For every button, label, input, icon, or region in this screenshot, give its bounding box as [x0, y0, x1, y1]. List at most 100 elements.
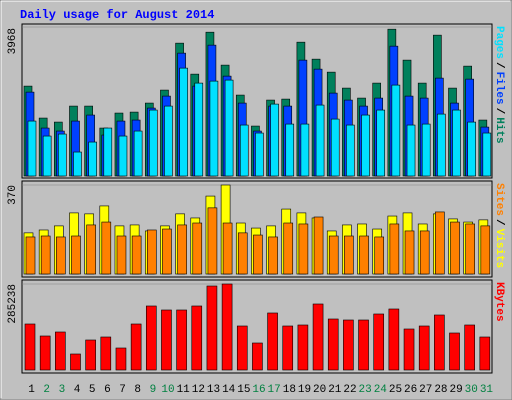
x-tick-label: 18 [283, 384, 296, 396]
bar [206, 285, 218, 371]
x-tick-label: 28 [434, 384, 447, 396]
bar [404, 230, 415, 275]
bar [421, 123, 431, 177]
bar [115, 347, 127, 371]
x-tick-label: 29 [449, 384, 462, 396]
bar [282, 325, 294, 371]
bar [315, 104, 325, 177]
bar [389, 223, 400, 275]
bar [346, 124, 355, 177]
legend-entry: KBytes [493, 282, 505, 322]
bar [237, 232, 248, 275]
bar [221, 283, 233, 371]
bar [86, 224, 96, 275]
bar [239, 124, 249, 177]
bar [118, 135, 128, 177]
bar [313, 216, 324, 275]
x-tick-label: 10 [161, 384, 174, 396]
bar [224, 79, 234, 177]
bar [194, 82, 204, 177]
bar [482, 132, 492, 177]
bar [85, 339, 96, 371]
bar [25, 236, 36, 275]
bar [130, 323, 142, 371]
bar [252, 342, 263, 371]
chart-title: Daily usage for August 2014 [20, 8, 214, 22]
bar [344, 235, 354, 275]
x-tick-label: 5 [89, 384, 96, 396]
bar [267, 312, 278, 371]
x-tick-label: 27 [419, 384, 432, 396]
bar [191, 305, 203, 371]
bar [388, 308, 400, 371]
x-tick-label: 8 [134, 384, 141, 396]
bar [464, 324, 475, 371]
x-tick-label: 19 [298, 384, 311, 396]
x-tick-label: 20 [313, 384, 326, 396]
y-tick-label: 285238 [7, 284, 19, 324]
bar [285, 123, 295, 177]
bar [312, 303, 324, 371]
legend-entry: Sites [493, 183, 505, 216]
x-tick-label: 30 [465, 384, 478, 396]
bar [253, 234, 263, 275]
bar [179, 67, 188, 177]
bar [297, 324, 309, 371]
x-tick-label: 31 [480, 384, 494, 396]
bar [283, 222, 294, 275]
bar [391, 84, 401, 177]
x-tick-label: 15 [237, 384, 250, 396]
bar [27, 120, 37, 177]
x-tick-label: 14 [222, 384, 236, 396]
x-tick-label: 2 [43, 384, 50, 396]
legend: Pages / Files / Hits [493, 26, 505, 144]
legend-separator: / [493, 108, 505, 115]
x-tick-label: 21 [328, 384, 342, 396]
bar [361, 114, 370, 177]
bar [435, 211, 445, 275]
bar [55, 331, 66, 371]
bar [418, 325, 430, 371]
legend-entry: Hits [493, 117, 505, 143]
bar [376, 109, 386, 177]
x-tick-label: 7 [119, 384, 126, 396]
x-tick-label: 13 [207, 384, 220, 396]
bar [419, 230, 430, 275]
y-tick-label: 3968 [7, 28, 19, 54]
bar [374, 236, 385, 275]
bar [437, 113, 446, 177]
bar [465, 223, 475, 275]
x-tick-label: 17 [268, 384, 281, 396]
bar [236, 325, 248, 371]
bar [145, 305, 157, 371]
bar [148, 109, 158, 177]
x-tick-label: 9 [150, 384, 157, 396]
bar [161, 309, 172, 371]
bar [133, 130, 143, 177]
bar [192, 222, 203, 275]
bar [100, 336, 112, 371]
bar [255, 132, 264, 177]
bar [343, 319, 354, 371]
bar [70, 353, 81, 371]
x-tick-label: 12 [192, 384, 205, 396]
bar [359, 235, 369, 275]
bar [73, 151, 82, 177]
x-tick-label: 16 [252, 384, 265, 396]
x-tick-label: 24 [374, 384, 388, 396]
x-tick-label: 4 [74, 384, 81, 396]
bar [131, 235, 142, 275]
bar [467, 121, 476, 177]
legend-entry: Files [493, 72, 505, 105]
legend: KBytes [493, 282, 505, 322]
x-tick-label: 1 [28, 384, 35, 396]
bar [434, 314, 445, 371]
bar [268, 236, 278, 275]
bar [207, 207, 218, 275]
x-tick-label: 26 [404, 384, 417, 396]
y-tick-label: 370 [7, 185, 19, 205]
bar [450, 221, 460, 275]
bar [146, 229, 157, 275]
x-tick-label: 11 [177, 384, 191, 396]
bar [373, 313, 385, 371]
